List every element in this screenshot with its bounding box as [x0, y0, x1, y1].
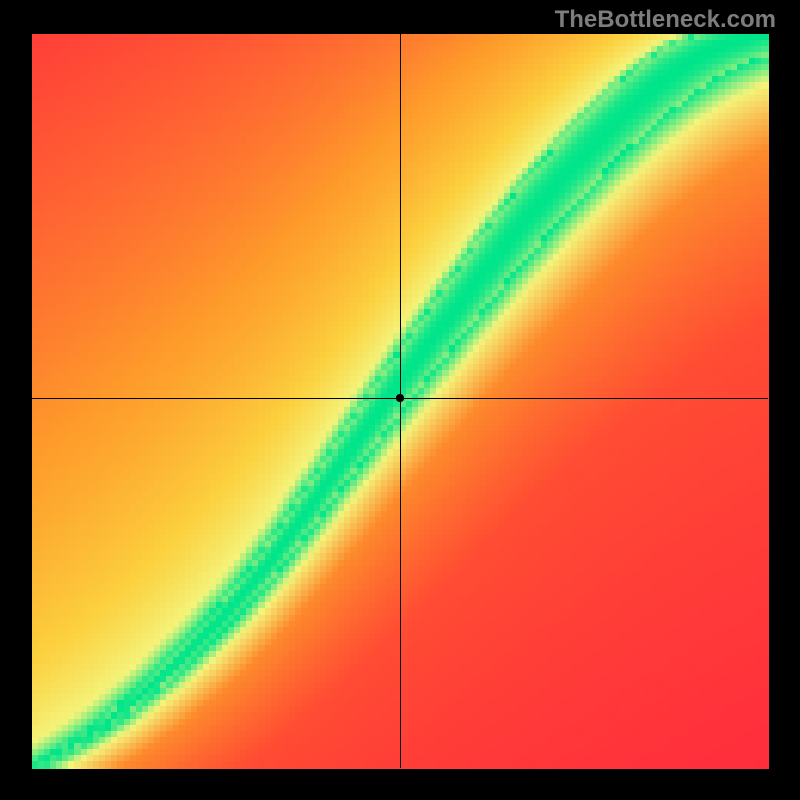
bottleneck-heatmap: [0, 0, 800, 800]
watermark-text: TheBottleneck.com: [555, 6, 776, 34]
chart-container: TheBottleneck.com: [0, 0, 800, 800]
